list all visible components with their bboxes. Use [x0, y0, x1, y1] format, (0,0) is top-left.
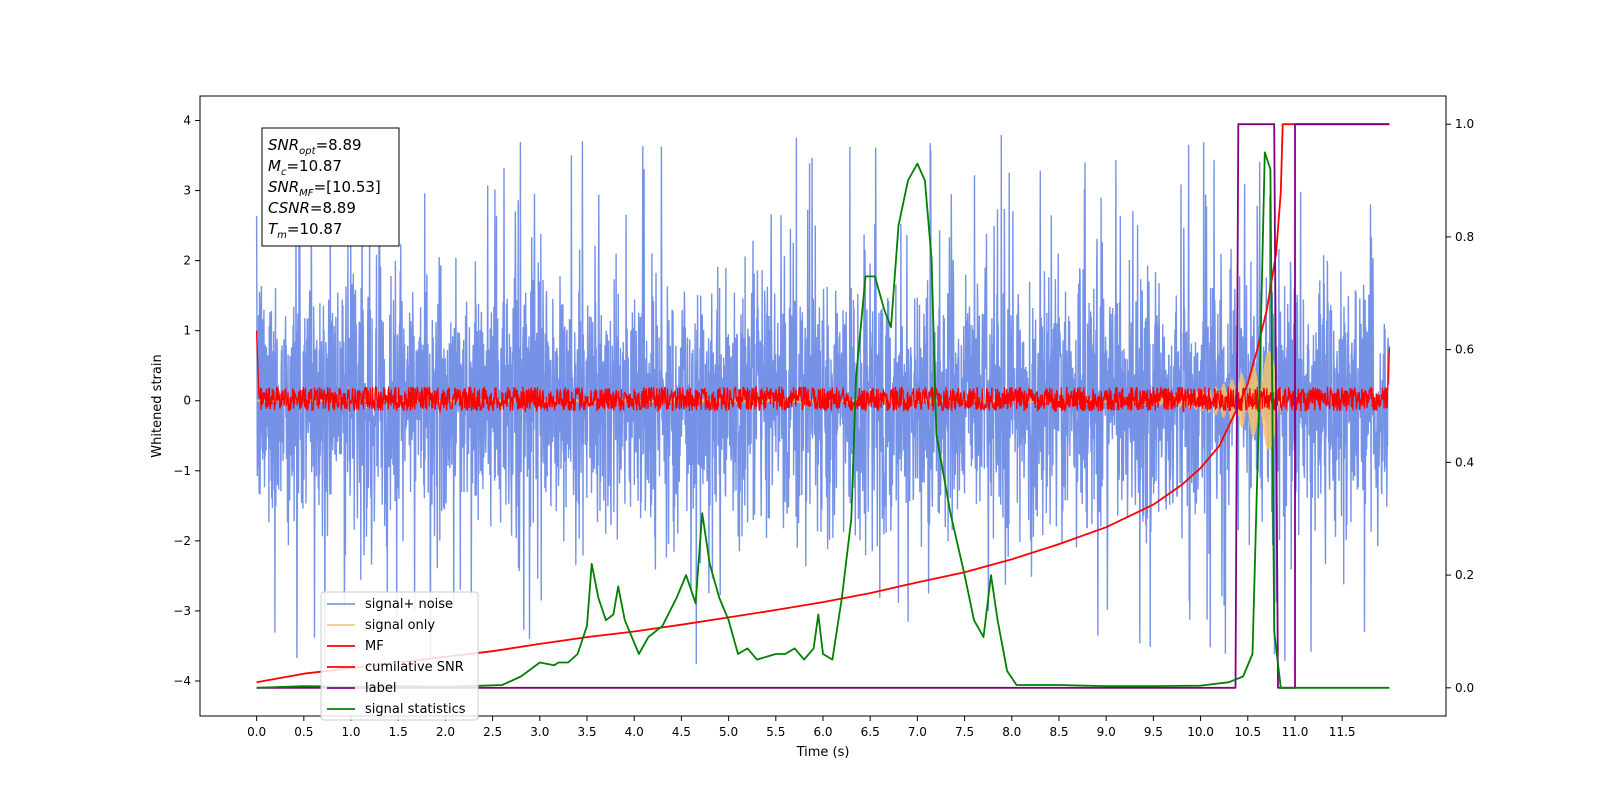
- legend-label: cumilative SNR: [365, 660, 464, 675]
- annotation-line: Tm=10.87: [268, 220, 342, 241]
- annotation-line: SNRMF=[10.53]: [268, 178, 381, 199]
- x-tick-label: 7.0: [908, 725, 927, 739]
- x-tick-label: 9.5: [1144, 725, 1163, 739]
- x-tick-label: 11.5: [1329, 725, 1356, 739]
- x-tick-label: 1.0: [341, 725, 360, 739]
- x-tick-label: 4.0: [625, 725, 644, 739]
- y-left-tick-label: 1: [183, 324, 191, 338]
- y-left-tick-label: −4: [173, 674, 191, 688]
- legend-label: MF: [365, 639, 384, 654]
- y-axis-right: 0.0 0.2 0.4 0.6 0.8 1.0: [1446, 117, 1474, 695]
- series-label: [256, 123, 1390, 689]
- legend-label: label: [365, 681, 396, 696]
- x-tick-label: 0.0: [247, 725, 266, 739]
- x-tick-label: 6.5: [861, 725, 880, 739]
- x-tick-label: 7.5: [955, 725, 974, 739]
- y-left-tick-label: −2: [173, 534, 191, 548]
- x-tick-label: 0.5: [294, 725, 313, 739]
- y-right-tick-label: 0.4: [1455, 455, 1474, 469]
- x-axis-label: Time (s): [796, 745, 850, 760]
- x-tick-label: 6.0: [813, 725, 832, 739]
- y-left-tick-label: −1: [173, 464, 191, 478]
- x-tick-label: 2.5: [483, 725, 502, 739]
- x-tick-label: 8.0: [1002, 725, 1021, 739]
- x-tick-label: 10.5: [1234, 725, 1261, 739]
- y-left-tick-label: 4: [183, 114, 191, 128]
- annotation-box: SNRopt=8.89Mc=10.87SNRMF=[10.53]CSNR=8.8…: [261, 127, 400, 247]
- x-axis: 0.0 0.5 1.0 1.5 2.0 2.5 3.0 3.5 4.0 4.5 5.0 5.5 6.0 6…: [247, 716, 1356, 739]
- y-left-tick-label: 0: [183, 394, 191, 408]
- x-tick-label: 2.0: [436, 725, 455, 739]
- annotation-frame: [261, 127, 400, 247]
- series-signal-statistics: [256, 151, 1390, 689]
- y-left-tick-label: 2: [183, 254, 191, 268]
- annotation-line: Mc=10.87: [268, 157, 342, 178]
- y-left-tick-label: 3: [183, 184, 191, 198]
- series-mf: [255, 330, 1391, 414]
- y-right-tick-label: 0.0: [1455, 681, 1474, 695]
- x-tick-label: 5.0: [719, 725, 738, 739]
- x-tick-label: 3.0: [530, 725, 549, 739]
- y-right-tick-label: 0.2: [1455, 568, 1474, 582]
- x-tick-label: 11.0: [1282, 725, 1309, 739]
- x-tick-label: 8.5: [1049, 725, 1068, 739]
- y-right-tick-label: 0.6: [1455, 343, 1474, 357]
- x-tick-label: 4.5: [672, 725, 691, 739]
- annotation-line: CSNR=8.89: [268, 199, 356, 217]
- x-tick-label: 3.5: [577, 725, 596, 739]
- series-layer: [255, 123, 1391, 689]
- legend: signal+ noise signal only MF cumilative SNR…: [320, 591, 479, 721]
- y-left-tick-label: −3: [173, 604, 191, 618]
- x-tick-label: 9.0: [1097, 725, 1116, 739]
- x-tick-label: 5.5: [766, 725, 785, 739]
- y-axis-left: −4 −3 −2 −1 0 1 2 3 4: [173, 114, 200, 688]
- legend-label: signal only: [365, 618, 435, 633]
- x-tick-label: 1.5: [389, 725, 408, 739]
- legend-label: signal+ noise: [365, 597, 453, 612]
- y-axis-label-left: Whitened strain: [150, 354, 165, 457]
- annotation-line: SNRopt=8.89: [268, 136, 362, 157]
- y-right-tick-label: 1.0: [1455, 117, 1474, 131]
- legend-label: signal statistics: [365, 702, 466, 717]
- y-right-tick-label: 0.8: [1455, 230, 1474, 244]
- legend-frame: [320, 591, 479, 721]
- x-tick-label: 10.0: [1187, 725, 1214, 739]
